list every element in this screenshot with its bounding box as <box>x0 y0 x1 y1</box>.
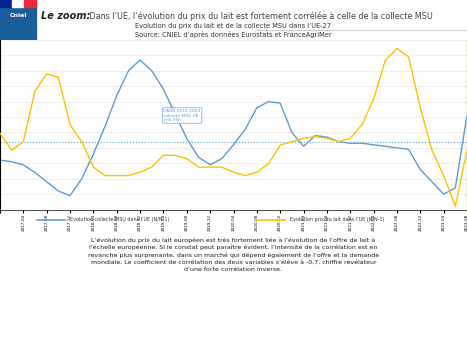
Text: CAGR 2016-2023
collecte MSU UE
(+0.7%): CAGR 2016-2023 collecte MSU UE (+0.7%) <box>163 109 201 122</box>
Text: Cniel: Cniel <box>9 13 27 18</box>
Bar <box>24 0 36 7</box>
Bar <box>0 0 12 7</box>
Title: Evolution du prix du lait et de la collecte MSU dans l’UE-27
Source: CNIEL d’apr: Evolution du prix du lait et de la colle… <box>135 23 332 38</box>
Text: L’évolution du prix du lait européen est très fortement liée à l’évolution de l’: L’évolution du prix du lait européen est… <box>88 237 379 272</box>
Text: Dans l’UE, l’évolution du prix du lait est fortement corrélée à celle de la coll: Dans l’UE, l’évolution du prix du lait e… <box>87 11 433 21</box>
Bar <box>12 0 24 7</box>
Text: Le zoom:: Le zoom: <box>41 11 91 21</box>
Text: Evolution collecte MSU dans l’UE (N/N-1): Evolution collecte MSU dans l’UE (N/N-1) <box>70 217 170 222</box>
Text: Evolution prix du lait dans l’UE (N/N-1): Evolution prix du lait dans l’UE (N/N-1) <box>290 217 384 222</box>
Bar <box>0 0 36 40</box>
